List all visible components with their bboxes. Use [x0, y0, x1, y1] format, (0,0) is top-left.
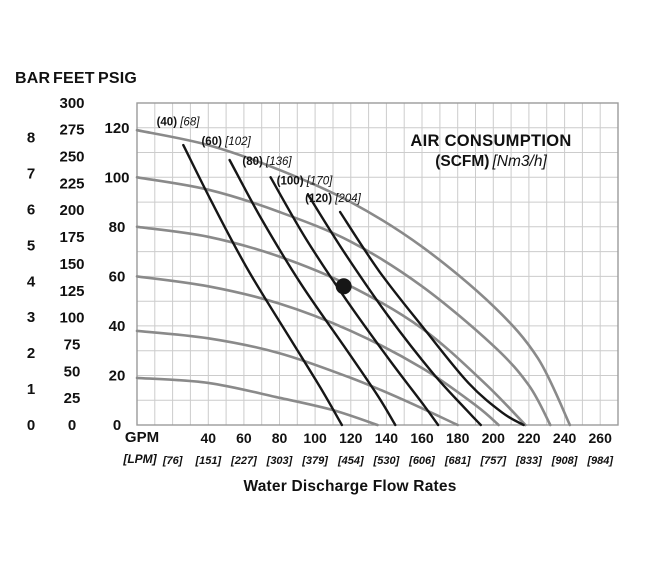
gpm-tick-label: 220: [517, 430, 541, 446]
bar-tick-label: 3: [27, 309, 35, 326]
lpm-tick-label: [833]: [515, 455, 542, 467]
psig-tick-label: 0: [113, 417, 121, 434]
feet-tick-label: 275: [59, 122, 84, 139]
water-curve-20psi: [135, 376, 379, 427]
feet-tick-label: 175: [59, 229, 84, 246]
water-curve-60psi: [135, 275, 500, 427]
lpm-tick-label: [606]: [408, 455, 435, 467]
gpm-tick-label: 80: [272, 430, 288, 446]
psig-tick-label: 120: [104, 120, 129, 137]
gpm-tick-label: 200: [482, 430, 506, 446]
air-curve-label: (80) [136]: [242, 156, 292, 168]
feet-tick-label: 150: [59, 256, 84, 273]
lpm-tick-label: [379]: [301, 455, 328, 467]
psig-tick-label: 80: [109, 219, 126, 236]
feet-tick-label: 250: [59, 149, 84, 166]
lpm-tick-label: [757]: [479, 455, 506, 467]
feet-tick-label: 50: [64, 363, 81, 380]
gpm-tick-label: 260: [589, 430, 613, 446]
feet-tick-label: 300: [59, 95, 84, 112]
feet-tick-label: 75: [64, 337, 81, 354]
psig-tick-label: 100: [104, 169, 129, 186]
psig-tick-label: 60: [109, 268, 126, 285]
air-curve-80: [269, 176, 440, 427]
feet-tick-label: 25: [64, 390, 81, 407]
gpm-tick-label: 180: [446, 430, 470, 446]
feet-tick-label: 0: [68, 417, 76, 434]
gpm-tick-label: 120: [339, 430, 363, 446]
psig-tick-label: 20: [109, 368, 126, 385]
lpm-axis-label: [LPM]: [123, 452, 157, 466]
pressure-axis-header: BAR FEET PSIG: [0, 70, 160, 90]
bar-tick-label: 0: [27, 417, 35, 434]
water-curve-40psi: [135, 329, 459, 427]
air-curve-60: [228, 158, 397, 427]
air-consumption-title-line1: AIR CONSUMPTION: [410, 132, 572, 150]
lpm-tick-label: [530]: [373, 455, 400, 467]
air-curve-label: (40) [68]: [157, 116, 201, 128]
feet-tick-label: 125: [59, 283, 84, 300]
bar-axis-label: BAR: [15, 70, 51, 87]
nm3h-unit-label: [Nm3/h]: [492, 153, 547, 170]
air-curve-100: [306, 193, 482, 427]
bar-tick-label: 7: [27, 166, 35, 183]
air-curve-label: (120) [204]: [305, 193, 361, 205]
air-consumption-title-line2: (SCFM) [Nm3/h]: [368, 153, 614, 171]
air-consumption-title: AIR CONSUMPTION (SCFM) [Nm3/h]: [368, 132, 614, 171]
scfm-unit-label: (SCFM): [435, 153, 490, 170]
lpm-tick-label: [227]: [230, 455, 257, 467]
lpm-tick-label: [76]: [162, 455, 183, 467]
psig-axis-label: PSIG: [98, 70, 138, 87]
feet-axis-label: FEET: [53, 70, 95, 87]
feet-tick-label: 200: [59, 202, 84, 219]
operating-point-dot: [335, 278, 352, 295]
feet-tick-label: 225: [59, 175, 84, 192]
chart-title: Water Discharge Flow Rates: [243, 478, 457, 495]
bar-tick-label: 4: [27, 273, 36, 290]
bar-tick-label: 6: [27, 202, 35, 219]
lpm-tick-label: [454]: [337, 455, 364, 467]
air-curve-label: (60) [102]: [201, 136, 251, 148]
lpm-tick-label: [681]: [444, 455, 471, 467]
gpm-tick-label: 160: [410, 430, 434, 446]
air-curve-label: (100) [170]: [277, 176, 333, 188]
lpm-tick-label: [908]: [551, 455, 578, 467]
gpm-tick-label: 100: [303, 430, 327, 446]
bar-tick-label: 1: [27, 381, 35, 398]
gpm-tick-label: 240: [553, 430, 577, 446]
lpm-tick-label: [303]: [266, 455, 293, 467]
feet-tick-label: 100: [59, 310, 84, 327]
bar-tick-label: 2: [27, 345, 35, 362]
gpm-tick-label: 140: [375, 430, 399, 446]
lpm-tick-label: [984]: [586, 455, 613, 467]
air-curve-120: [338, 210, 525, 427]
bar-tick-label: 5: [27, 237, 35, 254]
gpm-tick-label: 40: [201, 430, 217, 446]
gpm-tick-label: 60: [236, 430, 252, 446]
psig-tick-label: 40: [109, 318, 126, 335]
water-curve-100psi: [135, 176, 552, 427]
air-curve-40: [182, 143, 344, 427]
bar-tick-label: 8: [27, 130, 35, 147]
gpm-axis-label: GPM: [124, 429, 160, 446]
lpm-tick-label: [151]: [194, 455, 221, 467]
water-curve-120psi: [135, 128, 572, 427]
